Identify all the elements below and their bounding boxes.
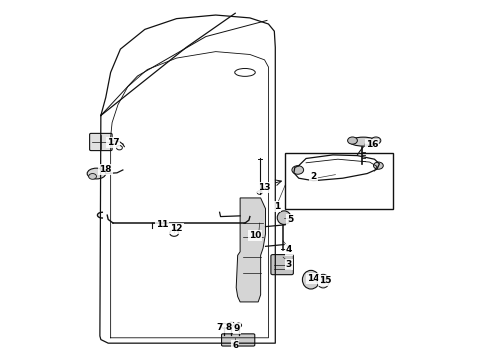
Circle shape (320, 279, 327, 284)
Circle shape (257, 191, 262, 194)
Text: 8: 8 (225, 323, 231, 332)
Text: 6: 6 (232, 341, 238, 350)
Circle shape (347, 137, 357, 144)
FancyBboxPatch shape (271, 255, 294, 275)
Circle shape (373, 162, 383, 169)
Text: 14: 14 (307, 274, 319, 283)
Circle shape (371, 137, 381, 144)
Text: 7: 7 (217, 323, 223, 332)
Text: 5: 5 (287, 215, 293, 224)
Circle shape (89, 174, 97, 179)
Ellipse shape (87, 168, 106, 179)
Text: 11: 11 (156, 220, 168, 229)
Text: 2: 2 (310, 172, 317, 181)
Ellipse shape (302, 270, 319, 289)
Text: 13: 13 (258, 183, 271, 192)
Ellipse shape (317, 274, 329, 288)
Text: 12: 12 (171, 224, 183, 233)
Bar (285, 153, 392, 209)
FancyBboxPatch shape (90, 134, 112, 150)
Ellipse shape (277, 211, 291, 225)
Ellipse shape (350, 137, 377, 146)
Text: 15: 15 (319, 276, 332, 285)
Circle shape (221, 323, 228, 328)
Text: 18: 18 (99, 165, 112, 174)
Text: 3: 3 (286, 260, 292, 269)
Text: 4: 4 (286, 246, 292, 255)
Circle shape (117, 145, 122, 150)
Text: 17: 17 (107, 138, 120, 147)
Circle shape (236, 323, 242, 327)
Circle shape (228, 322, 234, 326)
FancyBboxPatch shape (221, 334, 255, 346)
Text: 9: 9 (234, 324, 241, 333)
Polygon shape (236, 198, 266, 302)
Text: 1: 1 (273, 202, 280, 211)
Text: 10: 10 (248, 231, 261, 240)
Circle shape (292, 166, 304, 174)
Text: 16: 16 (366, 140, 378, 149)
